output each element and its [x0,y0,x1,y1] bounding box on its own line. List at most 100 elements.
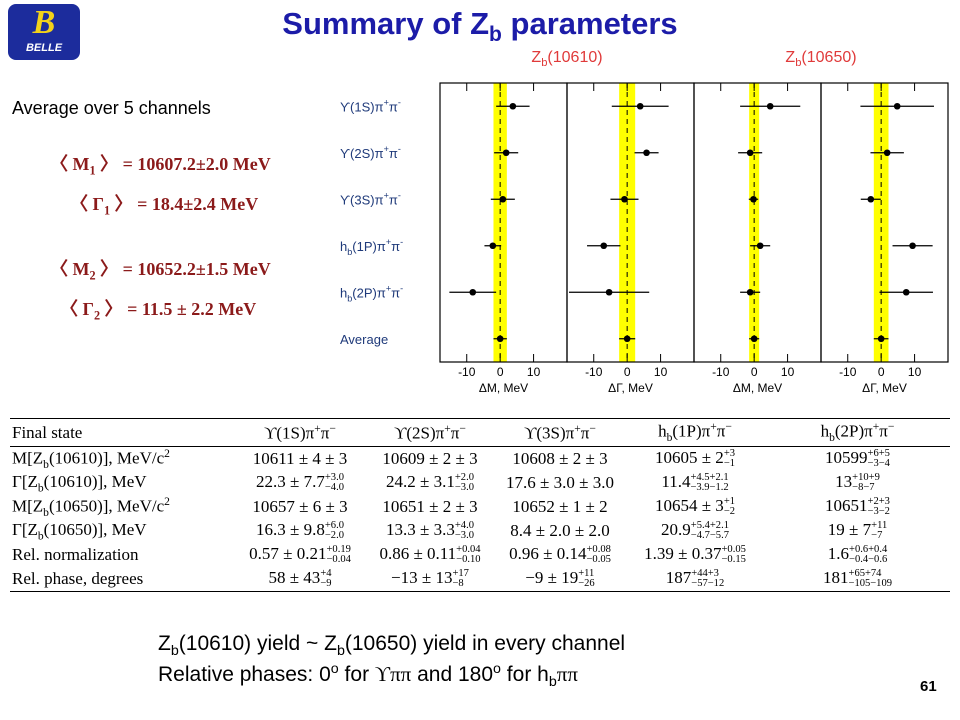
error-pair: +44+3 −57−12 [691,567,724,590]
text: 13.3 ± 3.3 [386,520,455,540]
error-plus: +0.04 [456,543,481,555]
data-point [636,102,644,110]
text: Z [785,49,795,66]
error-minus: −4.0 [324,482,344,494]
x-axis-label: ΔM, MeV [479,381,528,395]
text: Z [158,632,171,655]
superscript: - [398,97,401,107]
data-point [746,288,754,296]
x-tick-label: 10 [908,365,922,379]
text: h [340,239,347,254]
subscript: 2 [93,308,101,323]
text: Γ[Z [12,519,38,539]
text: π [389,146,398,161]
data-point [600,242,608,250]
error-plus: +4 [320,567,332,579]
superscript: − [589,421,596,435]
text: 20.9 [661,520,691,540]
error-pair: +6+5 −3−4 [867,447,890,470]
text: 10657 ± 6 ± 3 [252,497,348,517]
formula: 〈 M2 〉 = 10652.2±1.5 MeV [50,255,271,284]
error-plus: +0.6+0.4 [849,543,888,555]
table-cell: 20.9 +5.4+2.1 −4.7−5.7 [625,519,765,543]
table-cell: 10605 ± 2 +3 −1 [625,447,765,472]
superscript: + [314,421,321,435]
subscript: b [541,57,547,69]
error-plus: +44+3 [691,567,719,579]
table-cell: 10608 ± 2 ± 3 [495,447,625,472]
x-tick-label: 0 [497,365,504,379]
subscript: b [347,247,352,257]
table-row: Γ[Zb(10650)], MeV 16.3 ± 9.8 +6.0 −2.0 13.3 … [10,519,950,543]
error-pair: +3 −1 [723,448,736,470]
subscript: b [43,458,49,472]
text: for h [500,663,549,686]
error-minus: −0.10 [456,554,481,566]
subscript: b [489,23,502,47]
data-point [902,288,910,296]
x-tick-label: 0 [751,365,758,379]
text: ϒ(1S)π [264,423,315,443]
error-plus: +4.0 [454,519,474,531]
data-point [502,149,510,157]
data-point [883,149,891,157]
x-axis-label: ΔM, MeV [733,381,782,395]
text: 22.3 ± 7.7 [256,472,325,492]
x-tick-label: -10 [712,365,730,379]
text: π [320,423,330,443]
text: ϒ(1S)π [340,99,384,114]
table-cell: 24.2 ± 3.1 +2.0 −3.0 [365,471,495,495]
row-header: Rel. normalization [10,543,235,567]
text: (10650)], MeV/c [48,496,165,516]
table-cell: 1.6 +0.6+0.4 −0.4−0.6 [765,543,950,567]
text: 1.39 ± 0.37 [644,544,722,564]
table-cell: 13.3 ± 3.3 +4.0 −3.0 [365,519,495,543]
text: 〉 = 10607.2±2.0 MeV [95,154,271,174]
text: 〈 Γ [60,299,94,319]
table-cell: 181 +65+74 −105−109 [765,567,950,592]
data-point [867,195,875,203]
error-minus: −4.7−5.7 [690,530,729,542]
column-header: Final state [10,418,235,447]
symbol: ϒππ [374,662,412,686]
row-header: Γ[Zb(10650)], MeV [10,519,235,543]
text: 24.2 ± 3.1 [386,472,455,492]
error-pair: +2+3 −3−2 [868,496,890,518]
error-pair: +0.19 −0.04 [326,544,350,566]
table-cell: 10652 ± 1 ± 2 [495,495,625,519]
text: 10652 ± 1 ± 2 [512,497,608,517]
table-cell: 16.3 ± 9.8 +6.0 −2.0 [235,519,365,543]
table-cell: 10657 ± 6 ± 3 [235,495,365,519]
error-plus: +0.05 [721,543,746,555]
superscript: - [398,144,401,154]
text: ϒ(2S)π [394,423,445,443]
error-minus: −1 [723,458,736,470]
logo: B BELLE [8,4,80,60]
text: h [658,422,667,442]
error-minus: −3.0 [454,482,474,494]
x-axis-label: ΔΓ, MeV [608,381,653,395]
superscript: + [384,97,389,107]
error-minus: −105−109 [848,578,892,590]
x-axis-label: ΔΓ, MeV [862,381,907,395]
error-plus: +6+5 [867,447,890,459]
text: 0.96 ± 0.14 [509,544,587,564]
error-pair: +4.0 −3.0 [454,519,474,542]
text: (2P)π [352,285,386,300]
text: h [820,422,830,442]
text: ϒ(2S)π [340,146,384,161]
text: parameters [501,6,678,41]
row-label: ϒ(1S)π+π- [340,97,401,114]
error-plus: +11 [871,519,888,531]
subscript: b [336,643,345,660]
text: (1P)π [352,239,386,254]
error-pair: +11 −7 [871,519,888,542]
page-number: 61 [920,678,937,695]
error-pair: +4 −9 [320,567,332,590]
data-point [750,195,757,203]
superscript: − [329,421,336,435]
row-label: hb(1P)π+π- [340,237,403,257]
error-pair: +0.08 −0.05 [586,544,610,566]
subscript: b [347,293,352,303]
table-cell: 0.86 ± 0.11 +0.04 −0.10 [365,543,495,567]
